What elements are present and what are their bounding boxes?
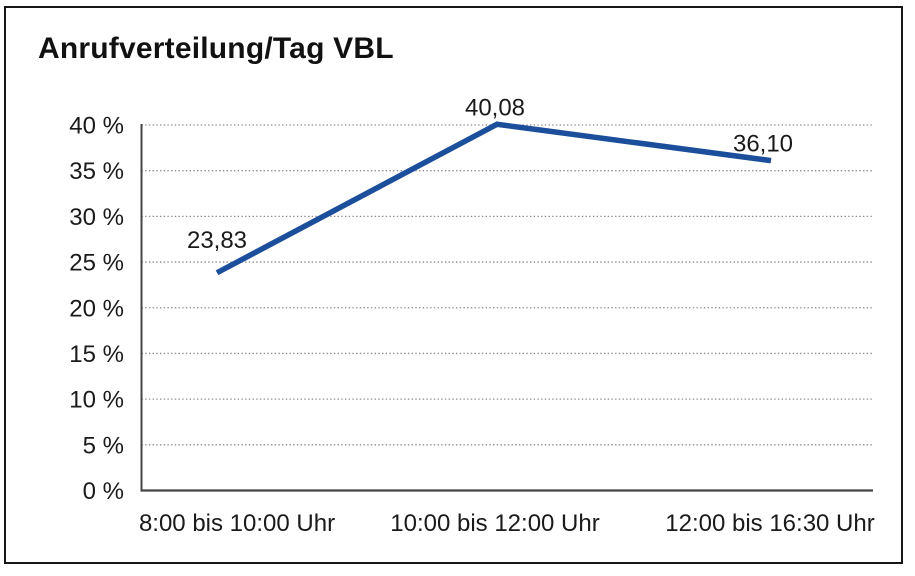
data-line-series bbox=[215, 121, 772, 276]
y-tick-label: 5 % bbox=[83, 432, 124, 459]
y-tick-label: 15 % bbox=[69, 341, 124, 368]
y-tick-label: 30 % bbox=[69, 204, 124, 231]
y-tick-label: 25 % bbox=[69, 250, 124, 277]
data-point-label: 40,08 bbox=[465, 94, 525, 121]
y-tick-label: 35 % bbox=[69, 158, 124, 185]
y-tick-label: 10 % bbox=[69, 387, 124, 414]
y-tick-label: 0 % bbox=[83, 478, 124, 505]
y-tick-label: 40 % bbox=[69, 113, 124, 140]
data-point-label: 23,83 bbox=[187, 227, 247, 254]
chart-frame bbox=[4, 6, 903, 564]
x-category-label: 8:00 bis 10:00 Uhr bbox=[139, 510, 335, 537]
chart-title: Anrufverteilung/Tag VBL bbox=[38, 32, 394, 65]
x-category-label: 12:00 bis 16:30 Uhr bbox=[665, 510, 874, 537]
data-point-label: 36,10 bbox=[733, 131, 793, 158]
y-tick-label: 20 % bbox=[69, 295, 124, 322]
x-category-label: 10:00 bis 12:00 Uhr bbox=[390, 510, 599, 537]
